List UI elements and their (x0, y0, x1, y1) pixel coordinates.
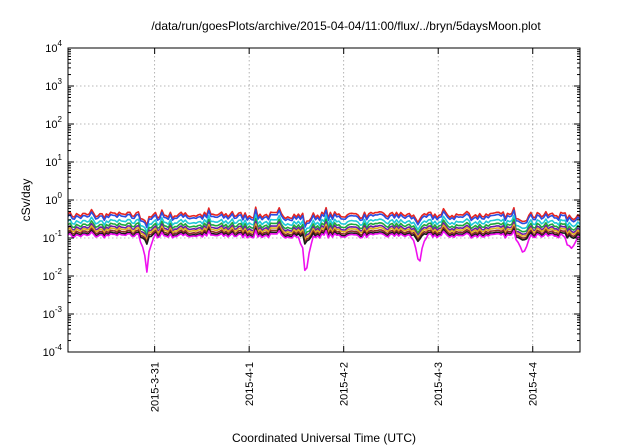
x-tick-labels: 2015-3-31 2015-4-1 2015-4-2 2015-4-3 2015-4-… (150, 362, 540, 412)
y-tick-label: 100 (45, 191, 62, 207)
axis-ticks (68, 47, 580, 353)
y-tick-label: 10-2 (43, 267, 63, 283)
series-line-9 (67, 229, 581, 273)
series-line-6 (67, 223, 581, 241)
x-tick-label: 2015-3-31 (150, 362, 162, 412)
y-axis-label: cSv/day (19, 179, 33, 222)
x-tick-label: 2015-4-4 (528, 362, 540, 406)
y-tick-label: 104 (45, 39, 62, 55)
y-tick-labels: 10-4 10-3 10-2 10-1 100 101 102 103 104 (43, 39, 63, 359)
y-tick-label: 102 (45, 115, 62, 131)
series-line-3 (67, 214, 581, 234)
y-tick-label: 10-3 (43, 305, 63, 321)
y-tick-label: 10-1 (43, 229, 63, 245)
y-tick-label: 101 (45, 153, 62, 169)
chart-title: /data/run/goesPlots/archive/2015-04-04/1… (151, 19, 541, 33)
x-tick-label: 2015-4-3 (433, 362, 445, 406)
y-tick-label: 10-4 (43, 343, 63, 359)
x-tick-label: 2015-4-2 (339, 362, 351, 406)
grid-lines (68, 48, 580, 352)
x-tick-label: 2015-4-1 (244, 362, 256, 406)
series-line-2 (67, 208, 581, 229)
series-lines (67, 206, 581, 273)
x-axis-label: Coordinated Universal Time (UTC) (232, 431, 416, 445)
y-tick-label: 103 (45, 77, 62, 93)
series-line-4 (67, 218, 581, 237)
